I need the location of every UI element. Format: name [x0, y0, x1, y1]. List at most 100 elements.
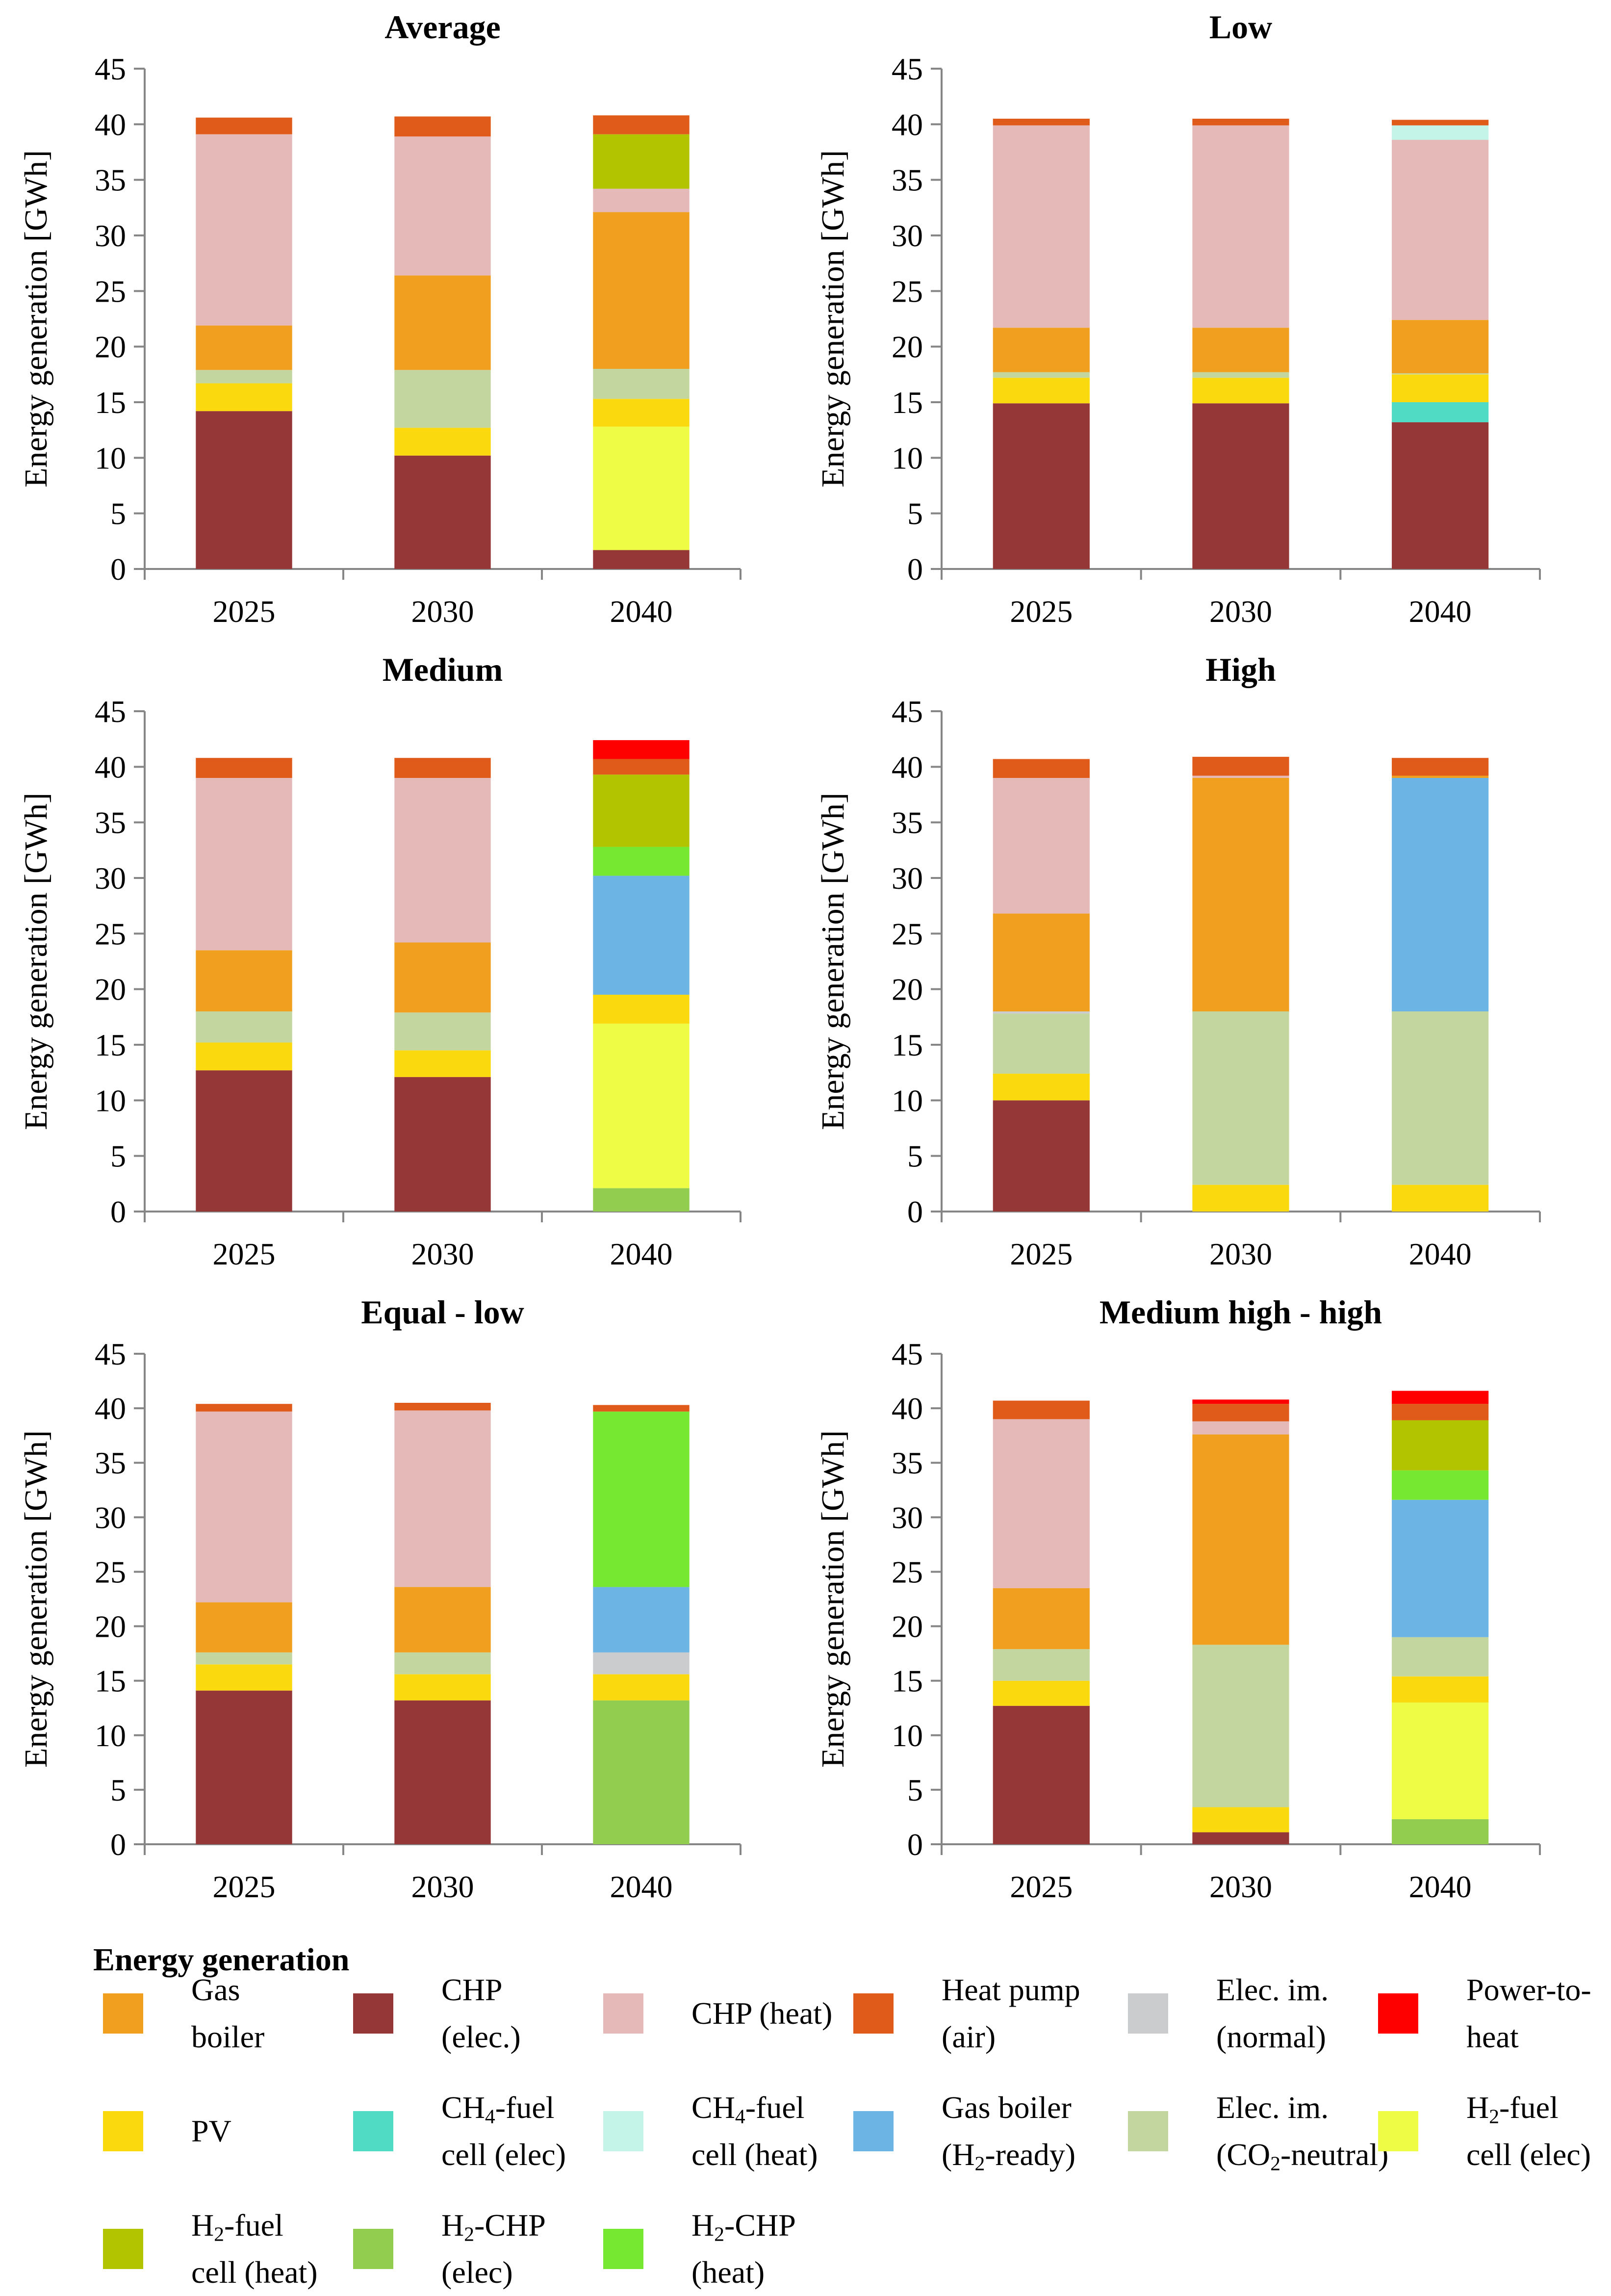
y-tick-label: 5 — [907, 1139, 923, 1174]
y-tick-label: 15 — [892, 1028, 923, 1062]
y-axis-label: Energy generation [GWh] — [18, 793, 54, 1130]
bar-segment-2030-heat-pump-air — [394, 758, 491, 778]
y-tick-label: 25 — [95, 1554, 126, 1589]
y-tick-label: 30 — [892, 861, 923, 896]
x-tick-label: 2025 — [1010, 1237, 1073, 1271]
bar-segment-2025-gas-boiler — [196, 325, 292, 370]
y-tick-label: 35 — [892, 163, 923, 198]
y-tick-label: 20 — [892, 972, 923, 1007]
bar-segment-2030-pv — [1192, 378, 1289, 404]
chart-title: Average — [384, 8, 501, 46]
y-tick-label: 10 — [95, 440, 126, 475]
chart-title: Medium — [383, 651, 503, 688]
bar-segment-2030-power-to-heat — [1192, 1399, 1289, 1404]
y-tick-label: 40 — [892, 107, 923, 142]
y-tick-label: 30 — [95, 1500, 126, 1535]
bar-segment-2040-gas-boiler — [1392, 320, 1489, 374]
bar-segment-2040-heat-pump-air — [593, 759, 690, 775]
bar-segment-2040-heat-pump-air — [593, 115, 690, 134]
bar-segment-2030-elec-im-co2-neutral — [1192, 1645, 1289, 1807]
bar-segment-2030-chp-elec — [1192, 1832, 1289, 1844]
bar-segment-2040-pv — [593, 1674, 690, 1701]
y-tick-label: 45 — [892, 1337, 923, 1371]
bar-segment-2040-h2-fuel-cell-elec — [1392, 1703, 1489, 1819]
y-tick-label: 5 — [110, 1773, 126, 1807]
bar-segment-2030-pv — [394, 1050, 491, 1077]
bar-segment-2030-elec-im-co2-neutral — [394, 1652, 491, 1675]
y-tick-label: 15 — [95, 1664, 126, 1699]
y-tick-label: 0 — [907, 1827, 923, 1862]
bar-segment-2030-gas-boiler — [394, 1587, 491, 1652]
bar-segment-2030-chp-heat — [394, 1410, 491, 1587]
bar-segment-2030-gas-boiler — [1192, 778, 1289, 1011]
x-tick-label: 2040 — [610, 594, 673, 629]
bar-segment-2040-chp-heat — [593, 188, 690, 212]
y-axis-label: Energy generation [GWh] — [815, 793, 851, 1130]
bar-segment-2025-heat-pump-air — [993, 1400, 1090, 1419]
bar-segment-2030-chp-heat — [1192, 1421, 1289, 1435]
chart-panel-medium-high-high: Medium high - high Energy generation [GWh… — [815, 1293, 1541, 1904]
chart-title: Medium high - high — [1100, 1293, 1382, 1331]
bar-segment-2040-h2-fuel-cell-heat — [1392, 1420, 1489, 1470]
bar-segment-2025-pv — [196, 1042, 292, 1071]
bar-segment-2040-h2-chp-heat — [593, 847, 690, 876]
y-tick-label: 5 — [110, 496, 126, 531]
bar-segment-2025-heat-pump-air — [993, 759, 1090, 778]
y-tick-label: 35 — [95, 1445, 126, 1480]
bar-segment-2025-elec-im-co2-neutral — [196, 1011, 292, 1043]
x-tick-label: 2030 — [1209, 1869, 1272, 1904]
bar-segment-2040-elec-im-co2-neutral — [1392, 1637, 1489, 1677]
bar-segment-2030-heat-pump-air — [394, 116, 491, 137]
chart-title: Equal - low — [361, 1293, 524, 1331]
y-tick-label: 40 — [95, 107, 126, 142]
y-tick-label: 5 — [907, 1773, 923, 1807]
y-tick-label: 0 — [110, 552, 126, 587]
x-tick-label: 2030 — [1209, 594, 1272, 629]
x-tick-label: 2040 — [1409, 594, 1472, 629]
bar-segment-2030-chp-elec — [394, 1077, 491, 1212]
bar-segment-2040-h2-chp-heat — [1392, 1470, 1489, 1500]
y-axis-label: Energy generation [GWh] — [815, 150, 851, 488]
bar-segment-2040-chp-elec — [1392, 422, 1489, 569]
bar-segment-2025-gas-boiler — [196, 1602, 292, 1652]
y-tick-label: 10 — [892, 1718, 923, 1753]
x-tick-label: 2025 — [1010, 1869, 1073, 1904]
bar-segment-2040-gas-boiler — [1392, 775, 1489, 778]
bar-segment-2040-heat-pump-air — [1392, 120, 1489, 126]
bar-segment-2030-heat-pump-air — [1192, 756, 1289, 776]
y-tick-label: 20 — [95, 330, 126, 364]
y-tick-label: 20 — [892, 330, 923, 364]
bar-segment-2040-gas-boiler-h2-ready — [1392, 1499, 1489, 1637]
bar-segment-2025-elec-im-co2-neutral — [993, 1649, 1090, 1681]
bar-segment-2040-h2-chp-elec — [593, 1700, 690, 1844]
bar-segment-2030-pv — [394, 428, 491, 456]
y-tick-label: 5 — [907, 496, 923, 531]
y-tick-label: 35 — [95, 805, 126, 840]
bar-segment-2030-pv — [1192, 1185, 1289, 1212]
bar-segment-2025-chp-heat — [993, 125, 1090, 328]
x-tick-label: 2040 — [610, 1869, 673, 1904]
bar-segment-2025-chp-heat — [196, 778, 292, 951]
bar-segment-2025-chp-heat — [993, 1419, 1090, 1588]
bar-segment-2030-elec-im-co2-neutral — [394, 370, 491, 428]
y-tick-label: 15 — [892, 385, 923, 420]
y-tick-label: 0 — [907, 552, 923, 587]
y-axis-label: Energy generation [GWh] — [18, 1430, 54, 1768]
bar-segment-2030-chp-heat — [1192, 125, 1289, 328]
y-axis-label: Energy generation [GWh] — [815, 1430, 851, 1768]
x-tick-label: 2040 — [1409, 1237, 1472, 1271]
bar-segment-2030-chp-elec — [1192, 403, 1289, 569]
y-tick-label: 15 — [892, 1664, 923, 1699]
bar-segment-2025-gas-boiler — [993, 328, 1090, 372]
y-tick-label: 30 — [95, 218, 126, 253]
y-tick-label: 40 — [892, 749, 923, 784]
chart-title: High — [1205, 651, 1276, 688]
bar-segment-2040-elec-im-normal — [593, 1652, 690, 1675]
y-tick-label: 15 — [95, 385, 126, 420]
y-tick-label: 25 — [95, 916, 126, 951]
bar-segment-2040-pv — [1392, 1185, 1489, 1212]
x-tick-label: 2025 — [1010, 594, 1073, 629]
bar-segment-2025-pv — [196, 1664, 292, 1691]
